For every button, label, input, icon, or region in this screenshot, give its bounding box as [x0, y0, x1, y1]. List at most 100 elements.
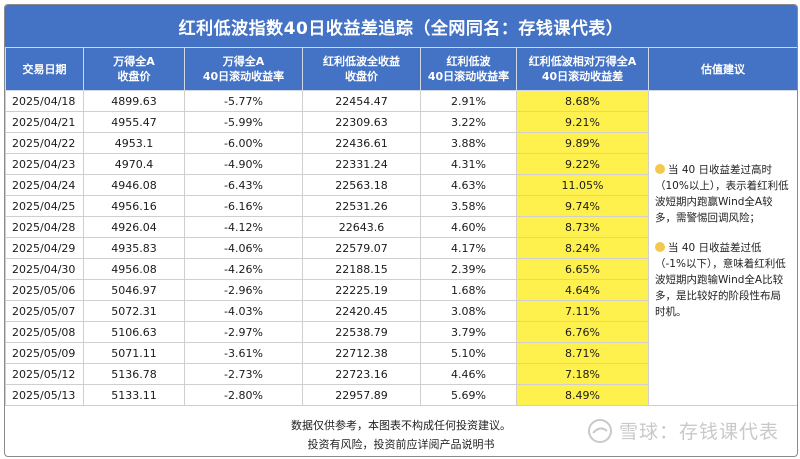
watermark-text: 雪球：存钱课代表	[618, 421, 779, 443]
spread-cell: 8.68%	[516, 90, 649, 112]
date-cell: 2025/05/07	[5, 300, 84, 322]
wind-return-cell: -2.73%	[184, 363, 303, 385]
dlv-return-cell: 3.08%	[420, 300, 517, 322]
dlv-close-cell: 22957.89	[302, 384, 421, 406]
disclaimer-line-1: 数据仅供参考，本图表不构成任何投资建议。	[291, 419, 511, 432]
wind-close-cell: 5136.78	[83, 363, 185, 385]
wind-return-cell: -6.00%	[184, 132, 303, 154]
date-cell: 2025/04/24	[5, 174, 84, 196]
lightbulb-icon	[655, 164, 665, 174]
disclaimer: 数据仅供参考，本图表不构成任何投资建议。 投资有风险，投资前应详阅产品说明书	[5, 411, 797, 456]
watermark: 雪球：存钱课代表	[587, 417, 779, 444]
date-cell: 2025/05/09	[5, 342, 84, 364]
wind-close-cell: 5046.97	[83, 279, 185, 301]
dlv-close-cell: 22579.07	[302, 237, 421, 259]
spread-cell: 9.21%	[516, 111, 649, 133]
dlv-close-cell: 22454.47	[302, 90, 421, 112]
table-row: 2025/04/28 4926.04 -4.12% 22643.6 4.60% 8.73%	[5, 216, 798, 238]
snowball-logo-icon	[587, 418, 612, 443]
advice-cell: 当 40 日收益差过高时（10%以上），表示着红利低波短期内跑赢Wind全A较多…	[648, 90, 797, 406]
spread-cell: 8.73%	[516, 216, 649, 238]
col-header-spread: 红利低波相对万得全A 40日滚动收益差	[516, 47, 649, 91]
col-header-dlv-return: 红利低波 40日滚动收益率	[420, 47, 517, 91]
wind-close-cell: 5133.11	[83, 384, 185, 406]
wind-return-cell: -2.80%	[184, 384, 303, 406]
col-header-dlv-close: 红利低波全收益 收盘价	[302, 47, 421, 91]
table-row: 2025/04/24 4946.08 -6.43% 22563.18 4.63% 11.0…	[5, 174, 798, 196]
col-header-wind-close: 万得全A 收盘价	[83, 47, 185, 91]
wind-close-cell: 5106.63	[83, 321, 185, 343]
spread-cell: 7.18%	[516, 363, 649, 385]
wind-close-cell: 4970.4	[83, 153, 185, 175]
dlv-return-cell: 4.60%	[420, 216, 517, 238]
wind-close-cell: 5071.11	[83, 342, 185, 364]
wind-return-cell: -2.97%	[184, 321, 303, 343]
wind-return-cell: -6.16%	[184, 195, 303, 217]
advice-high: 当 40 日收益差过高时（10%以上），表示着红利低波短期内跑赢Wind全A较多…	[655, 162, 791, 226]
wind-return-cell: -4.26%	[184, 258, 303, 280]
dlv-close-cell: 22225.19	[302, 279, 421, 301]
dlv-return-cell: 4.17%	[420, 237, 517, 259]
date-cell: 2025/04/21	[5, 111, 84, 133]
table-row: 2025/04/22 4953.1 -6.00% 22436.61 3.88% 9.89%	[5, 132, 798, 154]
table-body: 2025/04/18 4899.63 -5.77% 22454.47 2.91% 8.68…	[5, 90, 798, 406]
dlv-return-cell: 2.91%	[420, 90, 517, 112]
wind-return-cell: -2.96%	[184, 279, 303, 301]
date-cell: 2025/04/28	[5, 216, 84, 238]
dlv-close-cell: 22563.18	[302, 174, 421, 196]
table-row: 2025/05/06 5046.97 -2.96% 22225.19 1.68% 4.64…	[5, 279, 798, 301]
page-title: 红利低波指数40日收益差追踪（全网同名：存钱课代表）	[5, 5, 797, 47]
date-cell: 2025/04/29	[5, 237, 84, 259]
data-table: 交易日期 万得全A 收盘价 万得全A 40日滚动收益率 红利低波全收益 收盘价 红利低…	[5, 47, 798, 406]
wind-close-cell: 4935.83	[83, 237, 185, 259]
header-row: 交易日期 万得全A 收盘价 万得全A 40日滚动收益率 红利低波全收益 收盘价 红利低…	[5, 47, 797, 91]
wind-close-cell: 4926.04	[83, 216, 185, 238]
wind-return-cell: -4.06%	[184, 237, 303, 259]
wind-return-cell: -5.99%	[184, 111, 303, 133]
advice-high-text: 当 40 日收益差过高时（10%以上），表示着红利低波短期内跑赢Wind全A较多…	[655, 164, 789, 224]
advice-low: 当 40 日收益差过低（-1%以下），意味着红利低波短期内跑输Wind全A比较多…	[655, 240, 791, 320]
table-row: 2025/04/21 4955.47 -5.99% 22309.63 3.22% 9.21…	[5, 111, 798, 133]
wind-return-cell: -3.61%	[184, 342, 303, 364]
spread-cell: 4.64%	[516, 279, 649, 301]
lightbulb-icon	[655, 242, 665, 252]
disclaimer-line-2: 投资有风险，投资前应详阅产品说明书	[307, 438, 495, 451]
dlv-return-cell: 2.39%	[420, 258, 517, 280]
col-header-date: 交易日期	[5, 47, 84, 91]
spread-cell: 7.11%	[516, 300, 649, 322]
tracker-sheet: 红利低波指数40日收益差追踪（全网同名：存钱课代表） 交易日期 万得全A 收盘价 …	[4, 4, 798, 457]
dlv-return-cell: 4.46%	[420, 363, 517, 385]
spread-cell: 9.89%	[516, 132, 649, 154]
date-cell: 2025/04/30	[5, 258, 84, 280]
dlv-return-cell: 3.79%	[420, 321, 517, 343]
spread-cell: 6.65%	[516, 258, 649, 280]
wind-close-cell: 4953.1	[83, 132, 185, 154]
dlv-return-cell: 3.22%	[420, 111, 517, 133]
col-header-advice: 估值建议	[648, 47, 797, 91]
date-cell: 2025/05/08	[5, 321, 84, 343]
dlv-close-cell: 22331.24	[302, 153, 421, 175]
date-cell: 2025/05/06	[5, 279, 84, 301]
dlv-close-cell: 22188.15	[302, 258, 421, 280]
table-row: 2025/05/07 5072.31 -4.03% 22420.45 3.08% 7.11…	[5, 300, 798, 322]
dlv-return-cell: 5.69%	[420, 384, 517, 406]
advice-low-text: 当 40 日收益差过低（-1%以下），意味着红利低波短期内跑输Wind全A比较多…	[655, 242, 786, 318]
spread-cell: 9.22%	[516, 153, 649, 175]
date-cell: 2025/04/25	[5, 195, 84, 217]
spread-cell: 6.76%	[516, 321, 649, 343]
wind-return-cell: -5.77%	[184, 90, 303, 112]
dlv-return-cell: 3.88%	[420, 132, 517, 154]
date-cell: 2025/05/12	[5, 363, 84, 385]
table-row: 2025/05/08 5106.63 -2.97% 22538.79 3.79% 6.76…	[5, 321, 798, 343]
date-cell: 2025/04/23	[5, 153, 84, 175]
col-header-wind-return: 万得全A 40日滚动收益率	[184, 47, 303, 91]
dlv-close-cell: 22643.6	[302, 216, 421, 238]
dlv-return-cell: 4.63%	[420, 174, 517, 196]
dlv-close-cell: 22420.45	[302, 300, 421, 322]
wind-return-cell: -4.90%	[184, 153, 303, 175]
dlv-close-cell: 22531.26	[302, 195, 421, 217]
dlv-return-cell: 1.68%	[420, 279, 517, 301]
wind-return-cell: -6.43%	[184, 174, 303, 196]
dlv-close-cell: 22712.38	[302, 342, 421, 364]
wind-close-cell: 5072.31	[83, 300, 185, 322]
